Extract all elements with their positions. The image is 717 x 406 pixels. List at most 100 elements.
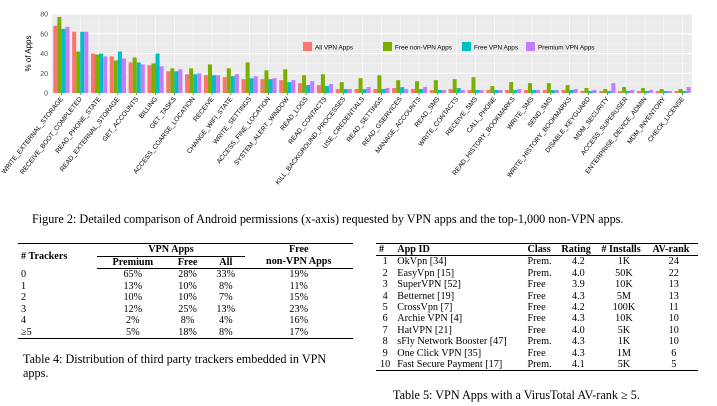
bar: [151, 63, 156, 93]
bar: [366, 87, 371, 93]
bar: [197, 73, 202, 93]
cell-app: SuperVPN [52]: [397, 279, 461, 291]
bar: [611, 83, 616, 93]
bar: [479, 90, 484, 93]
bar: [381, 89, 386, 93]
bar: [291, 80, 296, 93]
bar: [630, 90, 635, 93]
cell-rating: 4.3: [572, 313, 585, 325]
cell-num: 4: [382, 290, 388, 302]
cell-app: Fast Secure Payment [17]: [394, 359, 525, 372]
table4-caption: Table 4: Distribution of third party tra…: [23, 352, 327, 380]
bar: [686, 87, 691, 93]
bar: [467, 90, 472, 93]
header-rating: Rating: [558, 242, 599, 257]
cell-av: 11: [668, 302, 679, 314]
cell-num: 2: [382, 267, 388, 279]
bar: [178, 69, 183, 93]
bar: [272, 78, 277, 93]
header-installs: # Installs: [598, 242, 650, 257]
bar: [193, 74, 198, 93]
bar: [546, 83, 551, 93]
bar: [448, 89, 453, 93]
bar: [569, 90, 574, 93]
header-trackers: # Trackers: [18, 243, 98, 269]
bar: [185, 74, 190, 93]
bar: [636, 91, 641, 93]
cell-rating: 4.0: [572, 267, 585, 279]
cell-class: Prem.: [527, 336, 552, 348]
bar: [207, 64, 212, 93]
bar: [471, 77, 476, 93]
cell-av: 6: [671, 347, 677, 359]
bar: [423, 87, 428, 93]
cell-installs: 5K: [598, 359, 650, 372]
cell-installs: 1K: [617, 336, 631, 348]
bar: [648, 90, 654, 93]
cell-premium: 65%: [123, 269, 143, 280]
bar: [513, 90, 518, 93]
cell-num: 1: [382, 256, 388, 268]
y-tick-label: 40: [40, 51, 48, 58]
bar: [76, 51, 81, 93]
bar: [226, 68, 231, 93]
bar: [121, 58, 126, 93]
cell-rating: 4.3: [572, 347, 585, 359]
cell-rating: 4.2: [572, 256, 585, 268]
cell-installs: 50K: [615, 267, 633, 279]
cell-av: 24: [668, 256, 679, 268]
x-tick-label: CHECK_LICENSE: [647, 95, 687, 143]
bar: [170, 68, 175, 93]
cell-rating: 4.0: [572, 324, 585, 336]
bar: [517, 89, 522, 93]
bar: [136, 62, 141, 93]
cell-installs: 5K: [617, 324, 631, 336]
cell-av: 10: [668, 324, 679, 336]
cell-class: Free: [527, 279, 546, 291]
bar: [588, 91, 593, 93]
bar: [320, 74, 325, 93]
bar: [343, 89, 348, 93]
table-row: 0 65% 28% 33% 19%: [18, 269, 353, 281]
cell-app: Betternet [19]: [397, 290, 455, 302]
cell-num: 8: [382, 336, 388, 348]
bar: [655, 91, 660, 93]
bar: [419, 89, 424, 93]
bar: [253, 76, 258, 93]
bar: [523, 90, 528, 93]
cell-app: CrossVpn [7]: [397, 302, 453, 314]
bar: [640, 88, 645, 93]
y-tick-label: 20: [40, 71, 48, 78]
bar: [245, 62, 250, 93]
cell-free: 10%: [178, 292, 197, 303]
cell-av: 13: [668, 290, 679, 302]
bar: [505, 90, 510, 93]
cell-all: 4%: [218, 315, 233, 326]
legend-swatch: [383, 42, 392, 51]
header-free-line2: non-VPN Apps: [244, 256, 353, 269]
bar: [674, 91, 679, 93]
bar: [441, 90, 446, 93]
bar: [335, 89, 340, 93]
bar: [203, 75, 208, 93]
bar: [310, 81, 315, 93]
cell-nonvpn: 15%: [289, 292, 309, 303]
bar: [561, 90, 566, 93]
bar: [396, 80, 401, 93]
y-tick-label: 60: [40, 31, 48, 38]
cell-app: EasyVpn [15]: [397, 267, 455, 279]
bar: [260, 79, 265, 93]
table-row: ≥5 5% 18% 8% 17%: [18, 326, 353, 339]
bar: [268, 79, 273, 93]
legend-swatch: [462, 42, 471, 51]
bar: [298, 83, 303, 93]
bar: [532, 90, 537, 93]
bar: [302, 75, 307, 93]
bar: [494, 90, 499, 93]
bar: [490, 86, 495, 93]
bar: [283, 69, 288, 93]
legend-swatch: [526, 42, 535, 51]
bar: [542, 90, 547, 93]
bar: [622, 87, 627, 93]
bar: [592, 90, 597, 93]
